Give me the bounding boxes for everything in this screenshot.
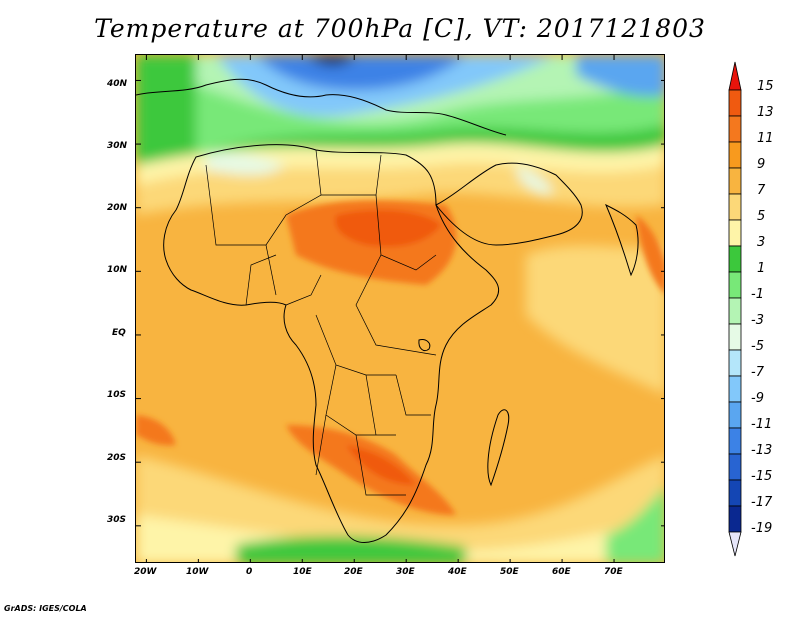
lake-victoria — [418, 339, 431, 352]
colorbar-box — [728, 141, 742, 169]
grads-credit: GrADS: IGES/COLA — [4, 604, 87, 613]
colorbar-label-m7: -7 — [751, 365, 764, 380]
graticule-ticks — [136, 55, 664, 562]
colorbar-box — [728, 453, 742, 481]
lat-label-40n: 40N — [107, 79, 128, 89]
field-m19c-north — [306, 55, 356, 66]
lon-label-0: 0 — [246, 567, 253, 577]
colorbar-box — [728, 167, 742, 195]
lon-label-70e: 70E — [604, 567, 623, 577]
colorbar-label-3: 3 — [757, 235, 766, 250]
africa-coast — [163, 144, 500, 543]
lon-label-60e: 60E — [552, 567, 571, 577]
colorbar-box — [728, 349, 742, 377]
field-5c-east — [526, 245, 664, 395]
lat-label-20s: 20S — [107, 453, 127, 463]
colorbar-label-m9: -9 — [751, 391, 764, 406]
colorbar-box — [728, 375, 742, 403]
field-13c-sahel — [335, 209, 441, 247]
colorbar-label-1: 1 — [757, 261, 766, 276]
india-coast — [605, 203, 639, 277]
map-canvas — [136, 55, 664, 562]
colorbar-label-13: 13 — [757, 105, 774, 120]
colorbar-box — [728, 323, 742, 351]
lat-label-10s: 10S — [107, 390, 127, 400]
colorbar-label-m5: -5 — [751, 339, 764, 354]
lat-label-10n: 10N — [107, 265, 128, 275]
colorbar-box — [728, 297, 742, 325]
colorbar-label-m1: -1 — [751, 287, 764, 302]
colorbar-box — [728, 401, 742, 429]
lon-label-40e: 40E — [448, 567, 467, 577]
field-1c-southeast — [606, 487, 664, 562]
madagascar-coast — [487, 409, 510, 487]
lon-label-10w: 10W — [186, 567, 209, 577]
colorbar-box — [728, 219, 742, 247]
colorbar-label-m3: -3 — [751, 313, 764, 328]
country-borders — [205, 149, 437, 496]
field-1c-south — [236, 536, 466, 562]
colorbar-label-15: 15 — [757, 79, 774, 94]
lat-label-eq: EQ — [112, 328, 126, 338]
colorbar-box — [728, 89, 742, 117]
lon-label-20e: 20E — [344, 567, 363, 577]
coastlines — [136, 78, 639, 543]
field-m7c-northeast — [576, 55, 664, 97]
colorbar-label-m11: -11 — [751, 417, 773, 432]
field-13c-south — [346, 445, 416, 485]
colorbar-box — [728, 427, 742, 455]
europe-coast — [136, 78, 507, 136]
lat-label-20n: 20N — [107, 203, 128, 213]
field-m11c-north — [256, 55, 466, 90]
colorbar-label-7: 7 — [757, 183, 766, 198]
colorbar-label-11: 11 — [757, 131, 774, 146]
field-m3c-northwest — [206, 153, 286, 175]
colorbar-label-5: 5 — [757, 209, 766, 224]
lon-label-30e: 30E — [396, 567, 415, 577]
arabia-coast — [435, 162, 583, 246]
field-m3c-mideast — [516, 165, 552, 195]
temperature-map — [135, 54, 665, 563]
colorbar-box — [728, 245, 742, 273]
field-11c-india — [636, 215, 664, 293]
colorbar-label-m17: -17 — [751, 495, 773, 510]
lat-label-30s: 30S — [107, 515, 127, 525]
colorbar-label-9: 9 — [757, 157, 766, 172]
colorbar-label-m13: -13 — [751, 443, 773, 458]
colorbar-box — [728, 193, 742, 221]
colorbar-bottom-arrow — [728, 531, 742, 557]
lon-label-50e: 50E — [500, 567, 519, 577]
colorbar-box — [728, 505, 742, 533]
colorbar-box — [728, 271, 742, 299]
field-11c-southwest — [136, 415, 176, 446]
lon-label-10e: 10E — [293, 567, 312, 577]
colorbar-box — [728, 115, 742, 143]
colorbar-top-arrow — [728, 61, 742, 91]
chart-title: Temperature at 700hPa [C], VT: 201712180… — [94, 14, 706, 43]
lon-label-20w: 20W — [134, 567, 157, 577]
lat-label-30n: 30N — [107, 141, 128, 151]
colorbar-label-m19: -19 — [751, 521, 773, 536]
colorbar-box — [728, 479, 742, 507]
colorbar-label-m15: -15 — [751, 469, 773, 484]
